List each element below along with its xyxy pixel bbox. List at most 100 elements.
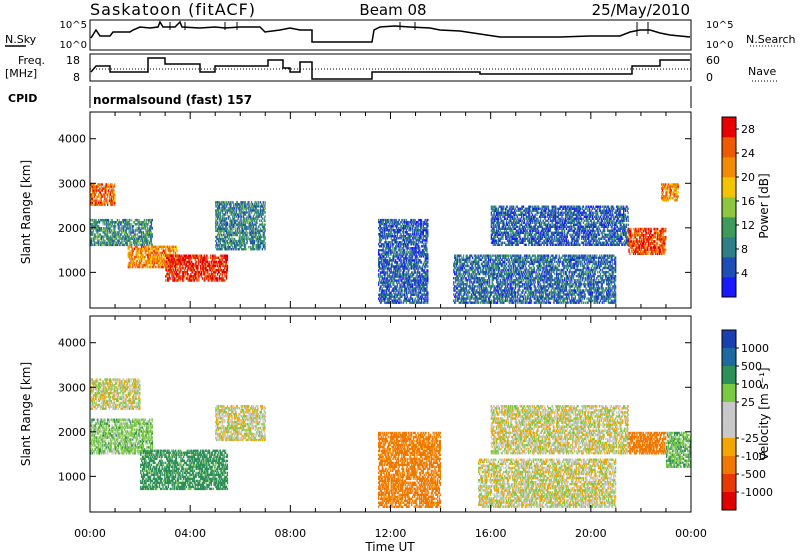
power-cell	[219, 234, 220, 236]
cpid-label: CPID	[8, 92, 37, 105]
power-cell	[173, 255, 174, 258]
power-cell	[230, 217, 231, 219]
power-cell	[207, 257, 208, 260]
nave-tick-top: 60	[706, 54, 720, 67]
power-cell	[95, 235, 96, 238]
date-title: 25/May/2010	[592, 1, 690, 19]
power-cell	[114, 183, 115, 185]
power-cell	[235, 226, 236, 228]
power-cell	[239, 220, 240, 222]
power-cell	[137, 246, 138, 248]
power-cell	[239, 215, 240, 217]
power-cell	[145, 246, 146, 248]
power-cell	[224, 279, 225, 282]
freq-tick-top: 18	[66, 54, 80, 67]
power-cell	[147, 264, 148, 266]
power-cell	[233, 203, 234, 205]
beam-title: Beam 08	[359, 1, 426, 19]
power-cell	[220, 215, 221, 217]
nsearch-tick-bottom: 10^0	[706, 40, 733, 51]
power-cell	[236, 215, 237, 217]
power-cell	[217, 222, 218, 224]
power-cell	[217, 277, 218, 280]
power-cell	[132, 264, 133, 266]
power-cell	[242, 226, 243, 228]
power-cell	[231, 234, 232, 236]
power-cell	[239, 226, 240, 228]
power-cell	[111, 229, 112, 232]
power-cell	[227, 228, 228, 230]
power-cell	[202, 277, 203, 280]
power-cell	[196, 261, 197, 264]
cpid-value: normalsound (fast) 157	[93, 93, 252, 107]
power-cell	[95, 197, 96, 199]
nsky-label: N.Sky	[5, 33, 37, 46]
power-cell	[103, 235, 104, 238]
power-cell	[158, 248, 159, 250]
power-cell	[131, 219, 132, 222]
power-cell	[209, 261, 210, 264]
power-cell	[144, 219, 145, 222]
power-cell	[230, 238, 231, 240]
power-cell	[241, 220, 242, 222]
power-cell	[227, 222, 228, 224]
power-cell	[167, 246, 168, 248]
power-cell	[220, 273, 221, 276]
power-cell	[216, 242, 217, 244]
power-cell	[134, 262, 135, 264]
power-cell	[245, 244, 246, 246]
power-cell	[227, 265, 228, 268]
power-cell	[104, 240, 105, 243]
power-cell	[143, 254, 144, 256]
power-cell	[242, 244, 243, 246]
station-title: Saskatoon (fitACF)	[90, 0, 256, 19]
power-cell	[165, 248, 166, 250]
power-cell	[113, 189, 114, 191]
nsky-tick-top: 10^5	[60, 20, 87, 31]
power-cell	[234, 238, 235, 240]
power-cell	[176, 246, 177, 248]
power-cell	[146, 219, 147, 222]
power-cell	[236, 209, 237, 211]
power-cell	[242, 205, 243, 207]
power-cell	[174, 248, 175, 250]
power-cell	[210, 255, 211, 258]
power-cell	[166, 267, 167, 270]
power-cell	[162, 256, 163, 258]
power-cell	[173, 246, 174, 248]
figure: Saskatoon (fitACF) Beam 08 25/May/2010 N…	[0, 0, 800, 554]
power-cell	[239, 234, 240, 236]
power-cell	[245, 201, 246, 203]
power-cell	[133, 229, 134, 232]
power-cell	[155, 246, 156, 248]
power-cell	[244, 217, 245, 219]
power-cell	[130, 264, 131, 266]
nave-tick-bottom: 0	[706, 71, 713, 84]
power-cell	[225, 244, 226, 246]
power-cell	[219, 205, 220, 207]
power-cell	[165, 279, 166, 282]
power-cell	[152, 233, 153, 236]
power-cell	[150, 256, 151, 258]
nsky-line	[91, 22, 690, 42]
freq-tick-bottom: 8	[73, 71, 80, 84]
power-cell	[139, 264, 140, 266]
power-cell	[230, 201, 231, 203]
power-cell	[227, 255, 228, 258]
power-cell	[155, 266, 156, 268]
freq-label-1: Freq.	[18, 54, 45, 67]
power-cell	[95, 191, 96, 193]
power-cell	[152, 227, 153, 230]
power-cell	[170, 265, 171, 268]
power-cell	[141, 246, 142, 248]
power-cell	[107, 200, 108, 202]
power-cell	[241, 215, 242, 217]
power-data	[90, 183, 679, 304]
power-cell	[114, 193, 115, 195]
power-cell	[114, 200, 115, 202]
power-cell	[131, 246, 132, 248]
power-cell	[129, 246, 130, 248]
power-cell	[103, 227, 104, 230]
power-cell	[152, 219, 153, 222]
power-cell	[239, 209, 240, 211]
